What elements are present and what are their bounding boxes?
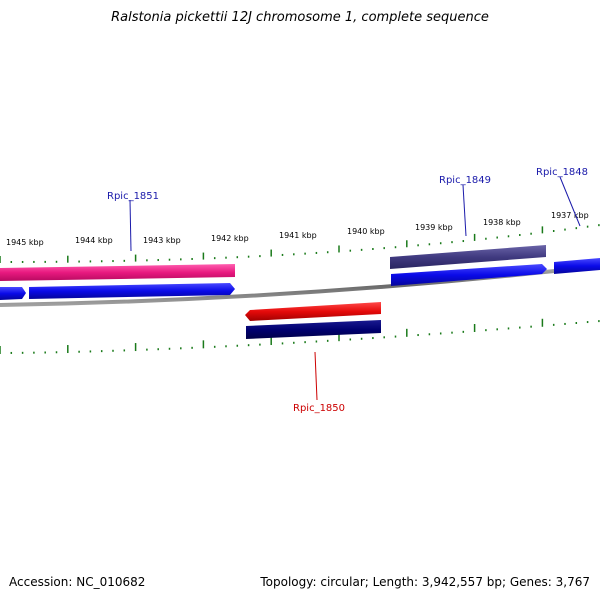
tick-label-1942: 1942 kbp bbox=[211, 234, 249, 243]
tick-label-1939: 1939 kbp bbox=[415, 223, 453, 232]
gene-rpic-1848-bar[interactable] bbox=[554, 258, 600, 274]
map-title: Ralstonia pickettii 12J chromosome 1, co… bbox=[111, 10, 489, 25]
tick-label-1945: 1945 kbp bbox=[6, 238, 44, 247]
tick-label-1937: 1937 kbp bbox=[551, 211, 589, 220]
gene-label-rpic-1850[interactable]: Rpic_1850 bbox=[293, 403, 345, 414]
leader-rpic-1851 bbox=[129, 199, 132, 252]
sequence-summary-text: Topology: circular; Length: 3,942,557 bp… bbox=[260, 575, 590, 589]
tick-label-1941: 1941 kbp bbox=[279, 231, 317, 240]
tick-label-1940: 1940 kbp bbox=[347, 227, 385, 236]
gene-forward-2-bar[interactable] bbox=[29, 283, 235, 299]
leader-rpic-1848 bbox=[559, 176, 581, 227]
gene-rpic-1851-bar[interactable] bbox=[0, 264, 235, 281]
gene-label-rpic-1848[interactable]: Rpic_1848 bbox=[536, 167, 588, 178]
accession-text: Accession: NC_010682 bbox=[9, 575, 146, 589]
inner-tick-row bbox=[0, 318, 600, 354]
tick-label-1943: 1943 kbp bbox=[143, 236, 181, 245]
gene-rpic-1849-bar[interactable] bbox=[390, 245, 546, 269]
tick-label-1944: 1944 kbp bbox=[75, 236, 113, 245]
tick-label-1938: 1938 kbp bbox=[483, 218, 521, 227]
gene-forward-3-bar[interactable] bbox=[391, 264, 547, 286]
leader-rpic-1849 bbox=[462, 184, 467, 237]
gene-rpic-1850-bar[interactable] bbox=[245, 302, 381, 321]
gene-label-rpic-1851[interactable]: Rpic_1851 bbox=[107, 191, 159, 202]
tick-labels: 1945 kbp 1944 kbp 1943 kbp 1942 kbp 1941… bbox=[6, 211, 589, 247]
gene-forward-1-bar[interactable] bbox=[0, 287, 26, 300]
gene-reverse-2-bar[interactable] bbox=[246, 320, 381, 339]
leader-rpic-1850 bbox=[314, 351, 318, 401]
outer-tick-row bbox=[0, 224, 600, 263]
gene-label-rpic-1849[interactable]: Rpic_1849 bbox=[439, 175, 491, 186]
